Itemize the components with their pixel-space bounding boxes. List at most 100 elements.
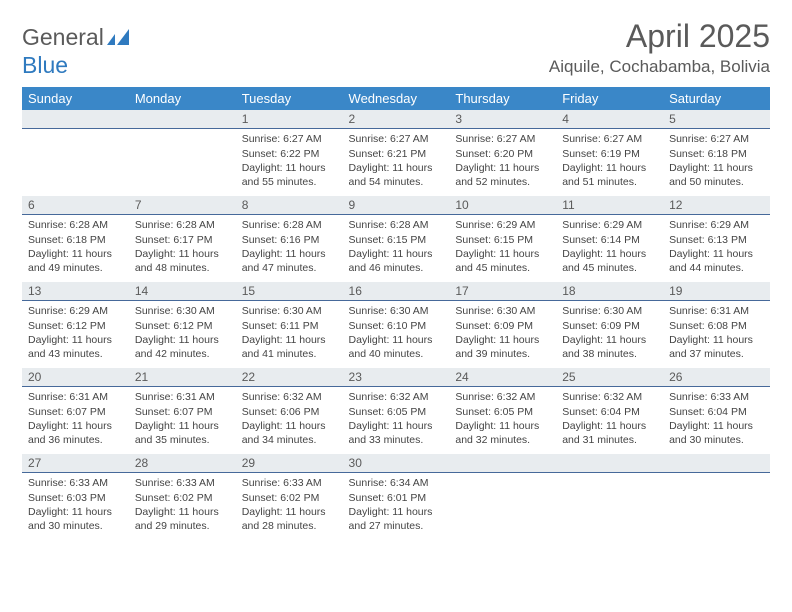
day-number: 22 — [236, 368, 343, 387]
calendar-row: 6Sunrise: 6:28 AMSunset: 6:18 PMDaylight… — [22, 196, 770, 282]
sunset-line: Sunset: 6:02 PM — [242, 491, 337, 505]
calendar-cell: 3Sunrise: 6:27 AMSunset: 6:20 PMDaylight… — [449, 110, 556, 196]
day-content: Sunrise: 6:32 AMSunset: 6:06 PMDaylight:… — [236, 387, 343, 451]
sunrise-line: Sunrise: 6:33 AM — [28, 476, 123, 490]
sunset-line: Sunset: 6:07 PM — [135, 405, 230, 419]
calendar-cell: 13Sunrise: 6:29 AMSunset: 6:12 PMDayligh… — [22, 282, 129, 368]
sunrise-line: Sunrise: 6:29 AM — [28, 304, 123, 318]
sunset-line: Sunset: 6:16 PM — [242, 233, 337, 247]
sunrise-line: Sunrise: 6:28 AM — [242, 218, 337, 232]
day-number: 14 — [129, 282, 236, 301]
calendar-cell: 11Sunrise: 6:29 AMSunset: 6:14 PMDayligh… — [556, 196, 663, 282]
sunset-line: Sunset: 6:04 PM — [562, 405, 657, 419]
sunset-line: Sunset: 6:02 PM — [135, 491, 230, 505]
sunrise-line: Sunrise: 6:32 AM — [242, 390, 337, 404]
calendar-cell: 27Sunrise: 6:33 AMSunset: 6:03 PMDayligh… — [22, 454, 129, 540]
sunrise-line: Sunrise: 6:27 AM — [455, 132, 550, 146]
sunrise-line: Sunrise: 6:29 AM — [455, 218, 550, 232]
sunrise-line: Sunrise: 6:30 AM — [455, 304, 550, 318]
sunset-line: Sunset: 6:17 PM — [135, 233, 230, 247]
day-number: 11 — [556, 196, 663, 215]
daylight-line: Daylight: 11 hours and 42 minutes. — [135, 333, 230, 361]
calendar-cell: 9Sunrise: 6:28 AMSunset: 6:15 PMDaylight… — [343, 196, 450, 282]
weekday-header: Wednesday — [343, 87, 450, 110]
sunrise-line: Sunrise: 6:33 AM — [669, 390, 764, 404]
calendar-cell: 19Sunrise: 6:31 AMSunset: 6:08 PMDayligh… — [663, 282, 770, 368]
day-content: Sunrise: 6:27 AMSunset: 6:18 PMDaylight:… — [663, 129, 770, 193]
day-number — [22, 110, 129, 129]
day-content: Sunrise: 6:27 AMSunset: 6:21 PMDaylight:… — [343, 129, 450, 193]
sunrise-line: Sunrise: 6:27 AM — [669, 132, 764, 146]
calendar-cell: 16Sunrise: 6:30 AMSunset: 6:10 PMDayligh… — [343, 282, 450, 368]
location: Aiquile, Cochabamba, Bolivia — [549, 57, 770, 77]
calendar-cell — [22, 110, 129, 196]
calendar-row: 13Sunrise: 6:29 AMSunset: 6:12 PMDayligh… — [22, 282, 770, 368]
day-content: Sunrise: 6:28 AMSunset: 6:15 PMDaylight:… — [343, 215, 450, 279]
day-number: 5 — [663, 110, 770, 129]
calendar-cell: 7Sunrise: 6:28 AMSunset: 6:17 PMDaylight… — [129, 196, 236, 282]
calendar-cell: 4Sunrise: 6:27 AMSunset: 6:19 PMDaylight… — [556, 110, 663, 196]
daylight-line: Daylight: 11 hours and 46 minutes. — [349, 247, 444, 275]
daylight-line: Daylight: 11 hours and 45 minutes. — [455, 247, 550, 275]
day-number: 4 — [556, 110, 663, 129]
month-title: April 2025 — [549, 18, 770, 55]
daylight-line: Daylight: 11 hours and 48 minutes. — [135, 247, 230, 275]
sunrise-line: Sunrise: 6:29 AM — [562, 218, 657, 232]
sunrise-line: Sunrise: 6:30 AM — [135, 304, 230, 318]
day-number: 29 — [236, 454, 343, 473]
sunrise-line: Sunrise: 6:32 AM — [349, 390, 444, 404]
logo-text: GeneralBlue — [22, 24, 132, 79]
logo-word2: Blue — [22, 52, 68, 78]
day-content: Sunrise: 6:32 AMSunset: 6:05 PMDaylight:… — [343, 387, 450, 451]
sunset-line: Sunset: 6:11 PM — [242, 319, 337, 333]
weekday-header: Tuesday — [236, 87, 343, 110]
calendar-cell — [449, 454, 556, 540]
calendar-cell — [129, 110, 236, 196]
sunset-line: Sunset: 6:09 PM — [455, 319, 550, 333]
daylight-line: Daylight: 11 hours and 54 minutes. — [349, 161, 444, 189]
weekday-header: Thursday — [449, 87, 556, 110]
calendar-cell: 5Sunrise: 6:27 AMSunset: 6:18 PMDaylight… — [663, 110, 770, 196]
calendar-row: 27Sunrise: 6:33 AMSunset: 6:03 PMDayligh… — [22, 454, 770, 540]
day-content: Sunrise: 6:30 AMSunset: 6:12 PMDaylight:… — [129, 301, 236, 365]
calendar-cell: 10Sunrise: 6:29 AMSunset: 6:15 PMDayligh… — [449, 196, 556, 282]
calendar-cell: 12Sunrise: 6:29 AMSunset: 6:13 PMDayligh… — [663, 196, 770, 282]
calendar-cell: 17Sunrise: 6:30 AMSunset: 6:09 PMDayligh… — [449, 282, 556, 368]
sunrise-line: Sunrise: 6:28 AM — [135, 218, 230, 232]
calendar-cell: 25Sunrise: 6:32 AMSunset: 6:04 PMDayligh… — [556, 368, 663, 454]
logo-sails-icon — [106, 25, 132, 52]
daylight-line: Daylight: 11 hours and 52 minutes. — [455, 161, 550, 189]
sunset-line: Sunset: 6:22 PM — [242, 147, 337, 161]
day-number: 28 — [129, 454, 236, 473]
day-content: Sunrise: 6:34 AMSunset: 6:01 PMDaylight:… — [343, 473, 450, 537]
sunrise-line: Sunrise: 6:32 AM — [562, 390, 657, 404]
daylight-line: Daylight: 11 hours and 28 minutes. — [242, 505, 337, 533]
day-content: Sunrise: 6:30 AMSunset: 6:09 PMDaylight:… — [449, 301, 556, 365]
day-number: 17 — [449, 282, 556, 301]
sunrise-line: Sunrise: 6:33 AM — [135, 476, 230, 490]
sunrise-line: Sunrise: 6:34 AM — [349, 476, 444, 490]
day-content: Sunrise: 6:28 AMSunset: 6:18 PMDaylight:… — [22, 215, 129, 279]
calendar-cell: 23Sunrise: 6:32 AMSunset: 6:05 PMDayligh… — [343, 368, 450, 454]
day-content: Sunrise: 6:27 AMSunset: 6:22 PMDaylight:… — [236, 129, 343, 193]
sunset-line: Sunset: 6:10 PM — [349, 319, 444, 333]
calendar-cell: 22Sunrise: 6:32 AMSunset: 6:06 PMDayligh… — [236, 368, 343, 454]
day-content: Sunrise: 6:28 AMSunset: 6:17 PMDaylight:… — [129, 215, 236, 279]
sunset-line: Sunset: 6:13 PM — [669, 233, 764, 247]
calendar-body: 1Sunrise: 6:27 AMSunset: 6:22 PMDaylight… — [22, 110, 770, 540]
sunset-line: Sunset: 6:12 PM — [28, 319, 123, 333]
day-content — [129, 129, 236, 136]
calendar-cell: 6Sunrise: 6:28 AMSunset: 6:18 PMDaylight… — [22, 196, 129, 282]
day-number: 8 — [236, 196, 343, 215]
daylight-line: Daylight: 11 hours and 44 minutes. — [669, 247, 764, 275]
calendar-cell: 20Sunrise: 6:31 AMSunset: 6:07 PMDayligh… — [22, 368, 129, 454]
sunrise-line: Sunrise: 6:27 AM — [562, 132, 657, 146]
sunset-line: Sunset: 6:05 PM — [455, 405, 550, 419]
day-number: 7 — [129, 196, 236, 215]
daylight-line: Daylight: 11 hours and 47 minutes. — [242, 247, 337, 275]
day-number — [449, 454, 556, 473]
sunset-line: Sunset: 6:18 PM — [669, 147, 764, 161]
day-content — [22, 129, 129, 136]
sunrise-line: Sunrise: 6:27 AM — [242, 132, 337, 146]
day-content: Sunrise: 6:33 AMSunset: 6:04 PMDaylight:… — [663, 387, 770, 451]
